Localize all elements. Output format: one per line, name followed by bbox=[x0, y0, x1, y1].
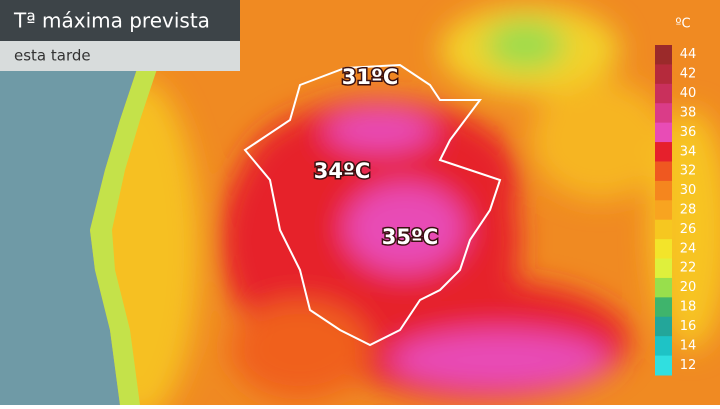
temp-label: 34ºC bbox=[314, 159, 370, 183]
legend-label: 16 bbox=[680, 319, 697, 334]
legend-swatch bbox=[655, 355, 672, 376]
legend-swatch bbox=[655, 219, 672, 240]
title: Tª máxima prevista bbox=[13, 9, 210, 33]
legend-swatch bbox=[655, 161, 672, 182]
legend-swatch bbox=[655, 239, 672, 260]
legend-swatch bbox=[655, 64, 672, 85]
legend-unit: ºC bbox=[675, 17, 690, 32]
legend-swatch bbox=[655, 103, 672, 124]
legend-label: 38 bbox=[680, 105, 697, 120]
legend-swatch bbox=[655, 336, 672, 357]
legend-label: 42 bbox=[680, 67, 697, 82]
legend-label: 36 bbox=[680, 125, 697, 140]
legend-label: 22 bbox=[680, 261, 697, 276]
legend-swatch bbox=[655, 316, 672, 337]
legend-swatch bbox=[655, 122, 672, 143]
legend-swatch bbox=[655, 258, 672, 279]
legend-label: 34 bbox=[680, 144, 697, 159]
title-box bbox=[0, 0, 240, 41]
legend-swatch bbox=[655, 142, 672, 162]
legend-label: 18 bbox=[680, 300, 697, 315]
legend-swatch bbox=[655, 45, 672, 65]
legend-swatch bbox=[655, 180, 672, 201]
legend-swatch bbox=[655, 277, 672, 298]
legend-label: 44 bbox=[680, 47, 697, 62]
legend-label: 28 bbox=[680, 203, 697, 218]
legend-swatch bbox=[655, 200, 672, 221]
legend-label: 32 bbox=[680, 164, 697, 179]
legend-swatch bbox=[655, 83, 672, 104]
legend-label: 26 bbox=[680, 222, 697, 237]
legend-label: 12 bbox=[680, 358, 697, 373]
subtitle-box bbox=[0, 41, 240, 71]
legend-label: 20 bbox=[680, 280, 697, 295]
legend-label: 14 bbox=[680, 338, 697, 353]
legend-label: 24 bbox=[680, 241, 697, 256]
legend-swatch bbox=[655, 297, 672, 318]
temp-label: 35ºC bbox=[382, 225, 438, 249]
legend-label: 40 bbox=[680, 86, 697, 101]
temp-label: 31ºC bbox=[342, 65, 398, 89]
legend: 44 42 40 38 36 34 32 30 28 26 24 22 20 18 16 14 12 bbox=[655, 45, 696, 376]
subtitle: esta tarde bbox=[14, 47, 91, 65]
legend-label: 30 bbox=[680, 183, 697, 198]
